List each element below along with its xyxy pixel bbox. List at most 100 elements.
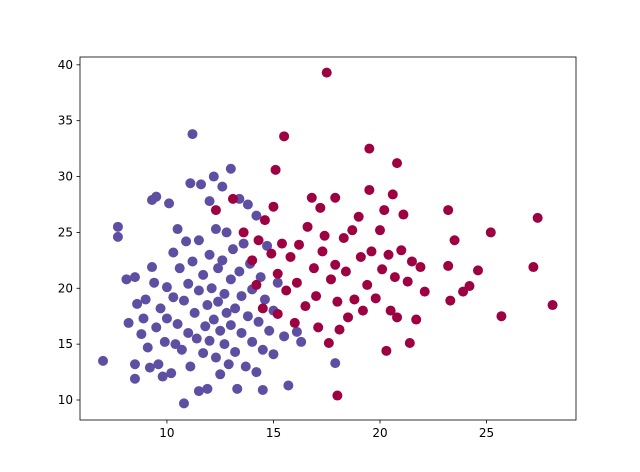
point xyxy=(215,325,226,336)
point xyxy=(210,224,221,235)
point xyxy=(178,398,189,409)
point xyxy=(406,256,417,267)
point xyxy=(240,361,251,372)
point xyxy=(270,164,281,175)
point xyxy=(183,327,194,338)
point xyxy=(208,171,219,182)
point xyxy=(157,371,168,382)
point xyxy=(174,263,185,274)
point xyxy=(370,293,381,304)
point xyxy=(144,362,155,373)
point xyxy=(242,311,253,322)
point xyxy=(223,359,234,370)
point xyxy=(151,191,162,202)
point xyxy=(129,272,140,283)
point xyxy=(123,317,134,328)
point xyxy=(411,314,422,325)
point xyxy=(296,336,307,347)
point xyxy=(232,383,243,394)
point xyxy=(204,249,215,260)
point xyxy=(213,263,224,274)
point xyxy=(202,300,213,311)
point xyxy=(221,227,232,238)
point xyxy=(362,279,373,290)
point xyxy=(291,326,302,337)
point xyxy=(227,193,238,204)
point xyxy=(238,238,249,249)
point xyxy=(193,235,204,246)
point xyxy=(206,283,217,294)
point xyxy=(210,205,221,216)
point xyxy=(300,301,311,312)
point xyxy=(317,246,328,257)
point xyxy=(202,383,213,394)
point xyxy=(198,348,209,359)
point xyxy=(283,380,294,391)
point xyxy=(379,205,390,216)
point xyxy=(161,282,172,293)
point xyxy=(392,158,403,169)
point xyxy=(149,277,160,288)
point xyxy=(364,184,375,195)
point xyxy=(132,298,143,309)
y-tick-label: 20 xyxy=(58,281,73,295)
point xyxy=(112,231,123,242)
point xyxy=(168,247,179,258)
point xyxy=(353,211,364,222)
point xyxy=(121,274,132,285)
point xyxy=(219,288,230,299)
point xyxy=(178,295,189,306)
point xyxy=(419,286,430,297)
point xyxy=(142,342,153,353)
point xyxy=(334,324,345,335)
point xyxy=(276,238,287,249)
point xyxy=(325,274,336,285)
point xyxy=(198,269,209,280)
point xyxy=(302,221,313,232)
point xyxy=(355,251,366,262)
point xyxy=(247,255,258,266)
point xyxy=(247,336,258,347)
point xyxy=(189,307,200,318)
point xyxy=(230,346,241,357)
point xyxy=(251,210,262,221)
point xyxy=(257,344,268,355)
point xyxy=(253,316,264,327)
point xyxy=(255,272,266,283)
point xyxy=(204,196,215,207)
point xyxy=(402,276,413,287)
point xyxy=(204,335,215,346)
point xyxy=(140,294,151,305)
point xyxy=(383,249,394,260)
point xyxy=(268,349,279,360)
x-tick-label: 25 xyxy=(479,426,494,440)
point xyxy=(323,338,334,349)
point xyxy=(208,314,219,325)
point xyxy=(374,225,385,236)
point xyxy=(396,245,407,256)
point xyxy=(172,224,183,235)
point xyxy=(112,221,123,232)
point xyxy=(464,281,475,292)
point xyxy=(210,352,221,363)
point xyxy=(193,285,204,296)
point xyxy=(289,317,300,328)
point xyxy=(259,294,270,305)
point xyxy=(332,296,343,307)
point xyxy=(200,321,211,332)
point xyxy=(236,291,247,302)
point xyxy=(251,279,262,290)
point xyxy=(129,373,140,384)
point xyxy=(262,240,273,251)
point xyxy=(176,344,187,355)
point xyxy=(225,320,236,331)
point xyxy=(225,163,236,174)
point xyxy=(215,369,226,380)
point xyxy=(272,308,283,319)
point xyxy=(236,327,247,338)
point xyxy=(242,199,253,210)
y-tick-label: 15 xyxy=(58,337,73,351)
point xyxy=(147,262,158,273)
point xyxy=(217,181,228,192)
point xyxy=(230,303,241,314)
